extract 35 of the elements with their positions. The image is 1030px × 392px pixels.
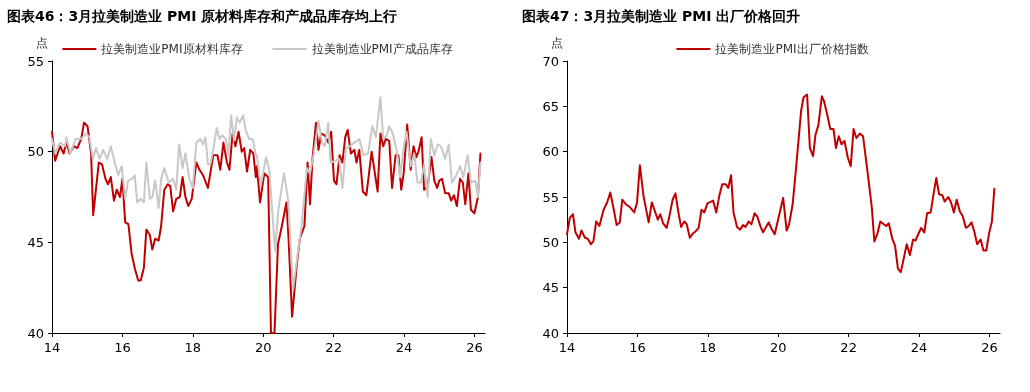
x-tick-label: 26 xyxy=(981,340,998,355)
x-tick-label: 16 xyxy=(114,340,131,355)
legend-label: 拉美制造业PMI产成品库存 xyxy=(311,42,453,56)
line-series xyxy=(51,121,482,334)
x-tick-label: 22 xyxy=(840,340,857,355)
y-tick-label: 65 xyxy=(542,98,559,114)
x-tick-label: 14 xyxy=(43,340,61,355)
line-series xyxy=(566,93,996,274)
x-tick-label: 26 xyxy=(466,340,483,355)
y-tick-label: 50 xyxy=(27,144,44,160)
y-tick-label: 40 xyxy=(27,325,44,341)
x-tick-label: 24 xyxy=(910,340,928,355)
x-tick-label: 22 xyxy=(325,340,342,355)
y-tick-label: 40 xyxy=(542,325,559,341)
x-tick-label: 14 xyxy=(558,340,576,355)
chart-title: 图表47：3月拉美制造业 PMI 出厂价格回升 xyxy=(522,8,801,24)
x-tick-label: 20 xyxy=(254,340,272,355)
legend-label: 拉美制造业PMI出厂价格指数 xyxy=(715,42,869,56)
y-tick-label: 70 xyxy=(542,53,559,69)
line-series xyxy=(51,96,482,291)
x-tick-label: 24 xyxy=(395,340,413,355)
y-tick-label: 55 xyxy=(27,53,44,69)
y-tick-label: 45 xyxy=(542,280,559,296)
y-tick-label: 60 xyxy=(542,144,559,160)
x-tick-label: 18 xyxy=(184,340,202,355)
y-tick-label: 45 xyxy=(27,234,44,250)
x-tick-label: 16 xyxy=(629,340,646,355)
y-axis-title: 点 xyxy=(551,36,563,50)
x-tick-label: 20 xyxy=(769,340,787,355)
x-tick-label: 18 xyxy=(699,340,717,355)
y-tick-label: 50 xyxy=(542,234,559,250)
legend-label: 拉美制造业PMI原材料库存 xyxy=(101,42,243,56)
y-tick-label: 55 xyxy=(542,189,559,205)
chart-title: 图表46：3月拉美制造业 PMI 原材料库存和产成品库存均上行 xyxy=(7,8,398,24)
y-axis-title: 点 xyxy=(36,36,48,50)
